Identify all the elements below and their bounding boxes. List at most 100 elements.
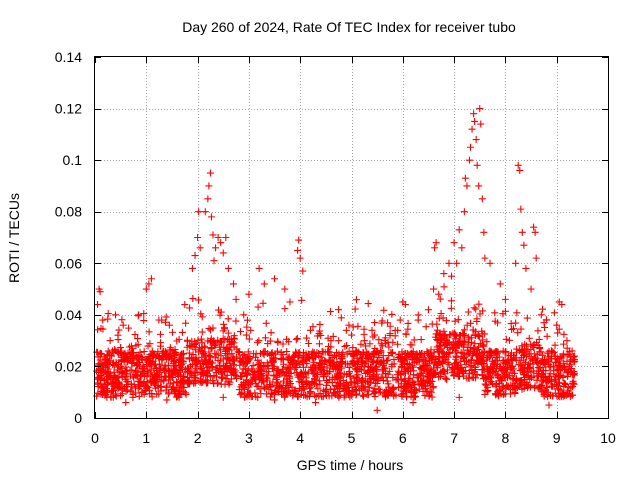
data-point: [360, 337, 368, 345]
data-point: [134, 367, 142, 375]
data-point: [533, 376, 541, 384]
data-point: [570, 380, 578, 388]
data-point: [342, 385, 350, 393]
data-point: [221, 347, 229, 355]
data-point: [165, 321, 173, 329]
data-point: [316, 380, 324, 388]
data-point: [371, 393, 379, 401]
data-point: [143, 382, 151, 390]
data-point: [134, 312, 142, 320]
data-point: [403, 382, 411, 390]
data-point: [172, 378, 180, 386]
data-point: [149, 376, 157, 384]
data-point: [310, 358, 318, 366]
data-point: [384, 356, 392, 364]
data-point: [284, 384, 292, 392]
data-point: [162, 386, 170, 394]
data-point: [272, 371, 280, 379]
data-point: [142, 285, 150, 293]
data-point: [324, 370, 332, 378]
data-point: [548, 382, 556, 390]
data-point: [144, 384, 152, 392]
data-point: [360, 384, 368, 392]
data-point: [345, 321, 353, 329]
data-point: [375, 354, 383, 362]
data-point: [486, 370, 494, 378]
data-point: [327, 385, 335, 393]
data-point: [154, 348, 162, 356]
data-point: [320, 373, 328, 381]
data-point: [336, 379, 344, 387]
data-point: [178, 357, 186, 365]
data-point: [292, 348, 300, 356]
data-point: [225, 356, 233, 364]
data-point: [440, 334, 448, 342]
data-point: [455, 338, 463, 346]
data-point: [146, 340, 154, 348]
data-point: [201, 208, 209, 216]
data-point: [210, 372, 218, 380]
data-point: [281, 392, 289, 400]
data-point: [342, 378, 350, 386]
data-point: [469, 326, 477, 334]
data-point: [145, 328, 153, 336]
data-point: [225, 380, 233, 388]
data-point: [387, 387, 395, 395]
data-point: [440, 283, 448, 291]
data-point: [264, 371, 272, 379]
data-point: [299, 372, 307, 380]
data-point: [245, 290, 253, 298]
data-point: [223, 371, 231, 379]
data-point: [221, 325, 229, 333]
data-point: [522, 264, 530, 272]
data-point: [481, 380, 489, 388]
data-point: [471, 340, 479, 348]
data-point: [101, 367, 109, 375]
data-point: [360, 325, 368, 333]
data-point: [241, 393, 249, 401]
data-point: [506, 366, 514, 374]
data-point: [352, 373, 360, 381]
data-point: [476, 105, 484, 113]
data-point: [212, 244, 220, 252]
data-point: [287, 369, 295, 377]
data-point: [422, 323, 430, 331]
data-point: [416, 350, 424, 358]
data-point: [563, 357, 571, 365]
data-point: [226, 367, 234, 375]
data-point: [326, 357, 334, 365]
data-point: [349, 350, 357, 358]
data-point: [114, 366, 122, 374]
data-point: [305, 340, 313, 348]
data-point: [253, 338, 261, 346]
data-point: [513, 384, 521, 391]
data-point: [416, 356, 424, 364]
data-point: [298, 296, 306, 304]
data-point: [425, 349, 433, 357]
x-tick-labels: 0 1 2 3 4 5 6 7 8 9 10: [91, 430, 616, 446]
data-point: [246, 389, 254, 397]
data-point: [356, 355, 364, 363]
data-point: [190, 372, 198, 380]
data-point: [455, 226, 463, 234]
data-point: [329, 332, 337, 340]
data-point: [94, 326, 102, 334]
data-point: [170, 385, 178, 393]
data-point: [467, 319, 475, 327]
data-point: [324, 378, 332, 386]
data-point: [160, 376, 168, 384]
data-point: [99, 325, 107, 333]
data-point: [455, 393, 463, 401]
data-point: [349, 387, 357, 395]
y-tick-label: 0.12: [55, 101, 82, 117]
data-point: [257, 390, 265, 398]
data-point: [505, 372, 513, 380]
data-point: [524, 372, 532, 380]
data-point: [233, 374, 241, 382]
data-point: [477, 120, 485, 128]
data-point: [475, 182, 483, 190]
data-point: [458, 366, 466, 374]
data-point: [494, 348, 502, 356]
data-point: [155, 352, 163, 360]
data-point: [449, 338, 457, 346]
